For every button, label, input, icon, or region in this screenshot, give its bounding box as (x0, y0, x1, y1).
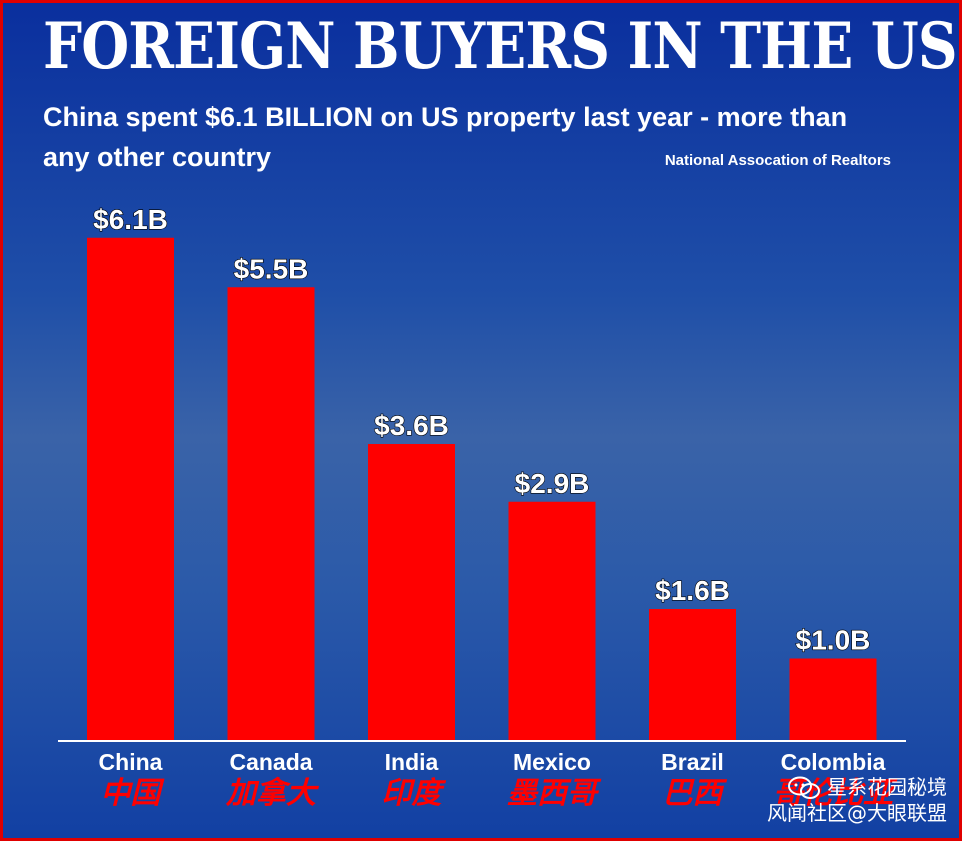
x-tick-label: India (385, 749, 439, 775)
data-label: $6.1B (93, 204, 168, 235)
x-tick-label-chinese: 中国 (101, 776, 166, 811)
x-tick-label-chinese: 墨西哥 (507, 776, 602, 811)
data-label: $1.6B (655, 575, 730, 606)
bar-colombia (789, 658, 877, 741)
chart-title: FOREIGN BUYERS IN THE US (43, 9, 958, 84)
bar-canada (227, 287, 315, 741)
x-tick-label: Canada (229, 749, 312, 775)
x-tick-label: China (99, 749, 163, 775)
bar-india (368, 444, 455, 741)
x-tick-label-chinese: 加拿大 (225, 776, 320, 811)
bar-china (87, 237, 174, 741)
chart-subtitle: China spent $6.1 BILLION on US property … (43, 102, 848, 172)
wechat-icon (788, 776, 820, 799)
x-tick-label-chinese: 印度 (382, 776, 447, 811)
watermark-line2: 风闻社区@大眼联盟 (767, 801, 947, 825)
data-label: $5.5B (234, 253, 309, 284)
data-label: $3.6B (374, 410, 449, 441)
watermark-line1: 星系花园秘境 (827, 774, 947, 799)
x-tick-label: Brazil (661, 749, 724, 775)
x-tick-label: Colombia (781, 749, 886, 775)
x-tick-label: Mexico (513, 749, 591, 775)
x-tick-label-chinese: 巴西 (663, 776, 728, 811)
data-label: $2.9B (515, 468, 590, 499)
bar-brazil (649, 609, 736, 741)
source-label: National Assocation of Realtors (664, 152, 891, 169)
bar-mexico (508, 501, 596, 741)
data-label: $1.0B (796, 625, 871, 656)
watermark: 星系花园秘境 风闻社区@大眼联盟 (767, 774, 947, 827)
